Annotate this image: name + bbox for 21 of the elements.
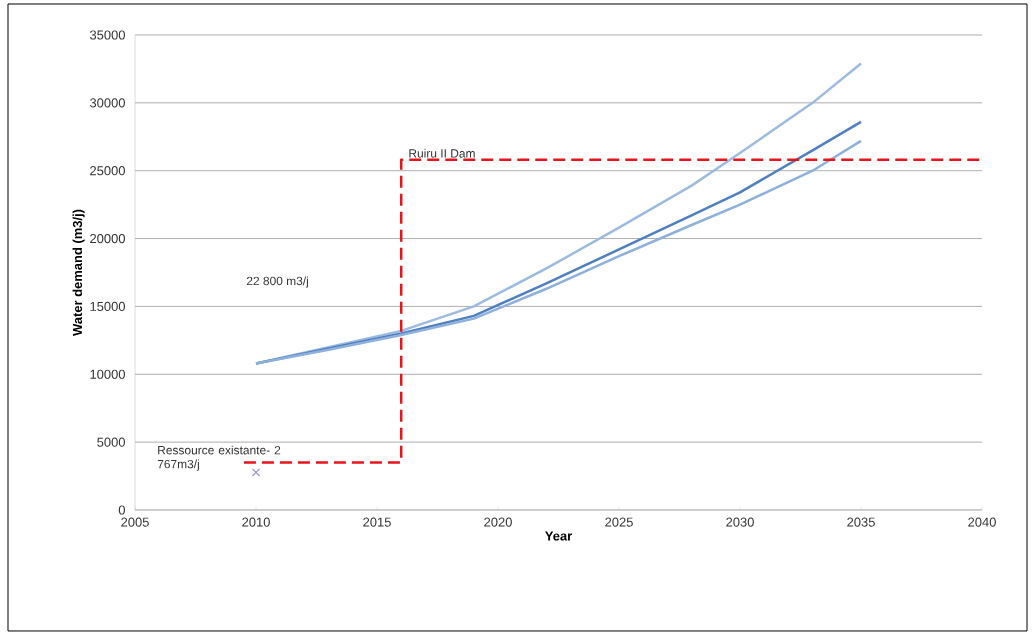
x-tick-label: 2035 <box>847 517 875 527</box>
x-tick-label: 2025 <box>605 517 633 527</box>
x-tick-label: 2005 <box>121 517 149 527</box>
annotation: 22 800 m3/j <box>246 276 308 288</box>
annotation: Ruiru II Dam <box>409 148 475 158</box>
y-axis-title: Water demand (m3/j) <box>72 209 85 336</box>
y-tick-label: 15000 <box>90 301 125 311</box>
y-tick-label: 25000 <box>90 166 125 176</box>
y-tick-label: 35000 <box>89 30 125 40</box>
annotation: Ressource existante- 2 767m3/j <box>157 445 281 471</box>
x-tick-label: 2010 <box>242 517 270 527</box>
y-tick-label: 5000 <box>97 437 125 447</box>
y-tick-label: 0 <box>118 505 125 515</box>
y-tick-label: 30000 <box>89 98 125 108</box>
x-tick-label: 2040 <box>968 517 996 527</box>
x-axis-title: Year <box>545 531 572 541</box>
x-tick-label: 2015 <box>363 517 391 527</box>
x-tick-label: 2020 <box>484 517 512 527</box>
y-tick-label: 20000 <box>90 233 125 244</box>
x-tick-label: 2030 <box>726 517 754 527</box>
y-tick-label: 10000 <box>90 369 125 379</box>
